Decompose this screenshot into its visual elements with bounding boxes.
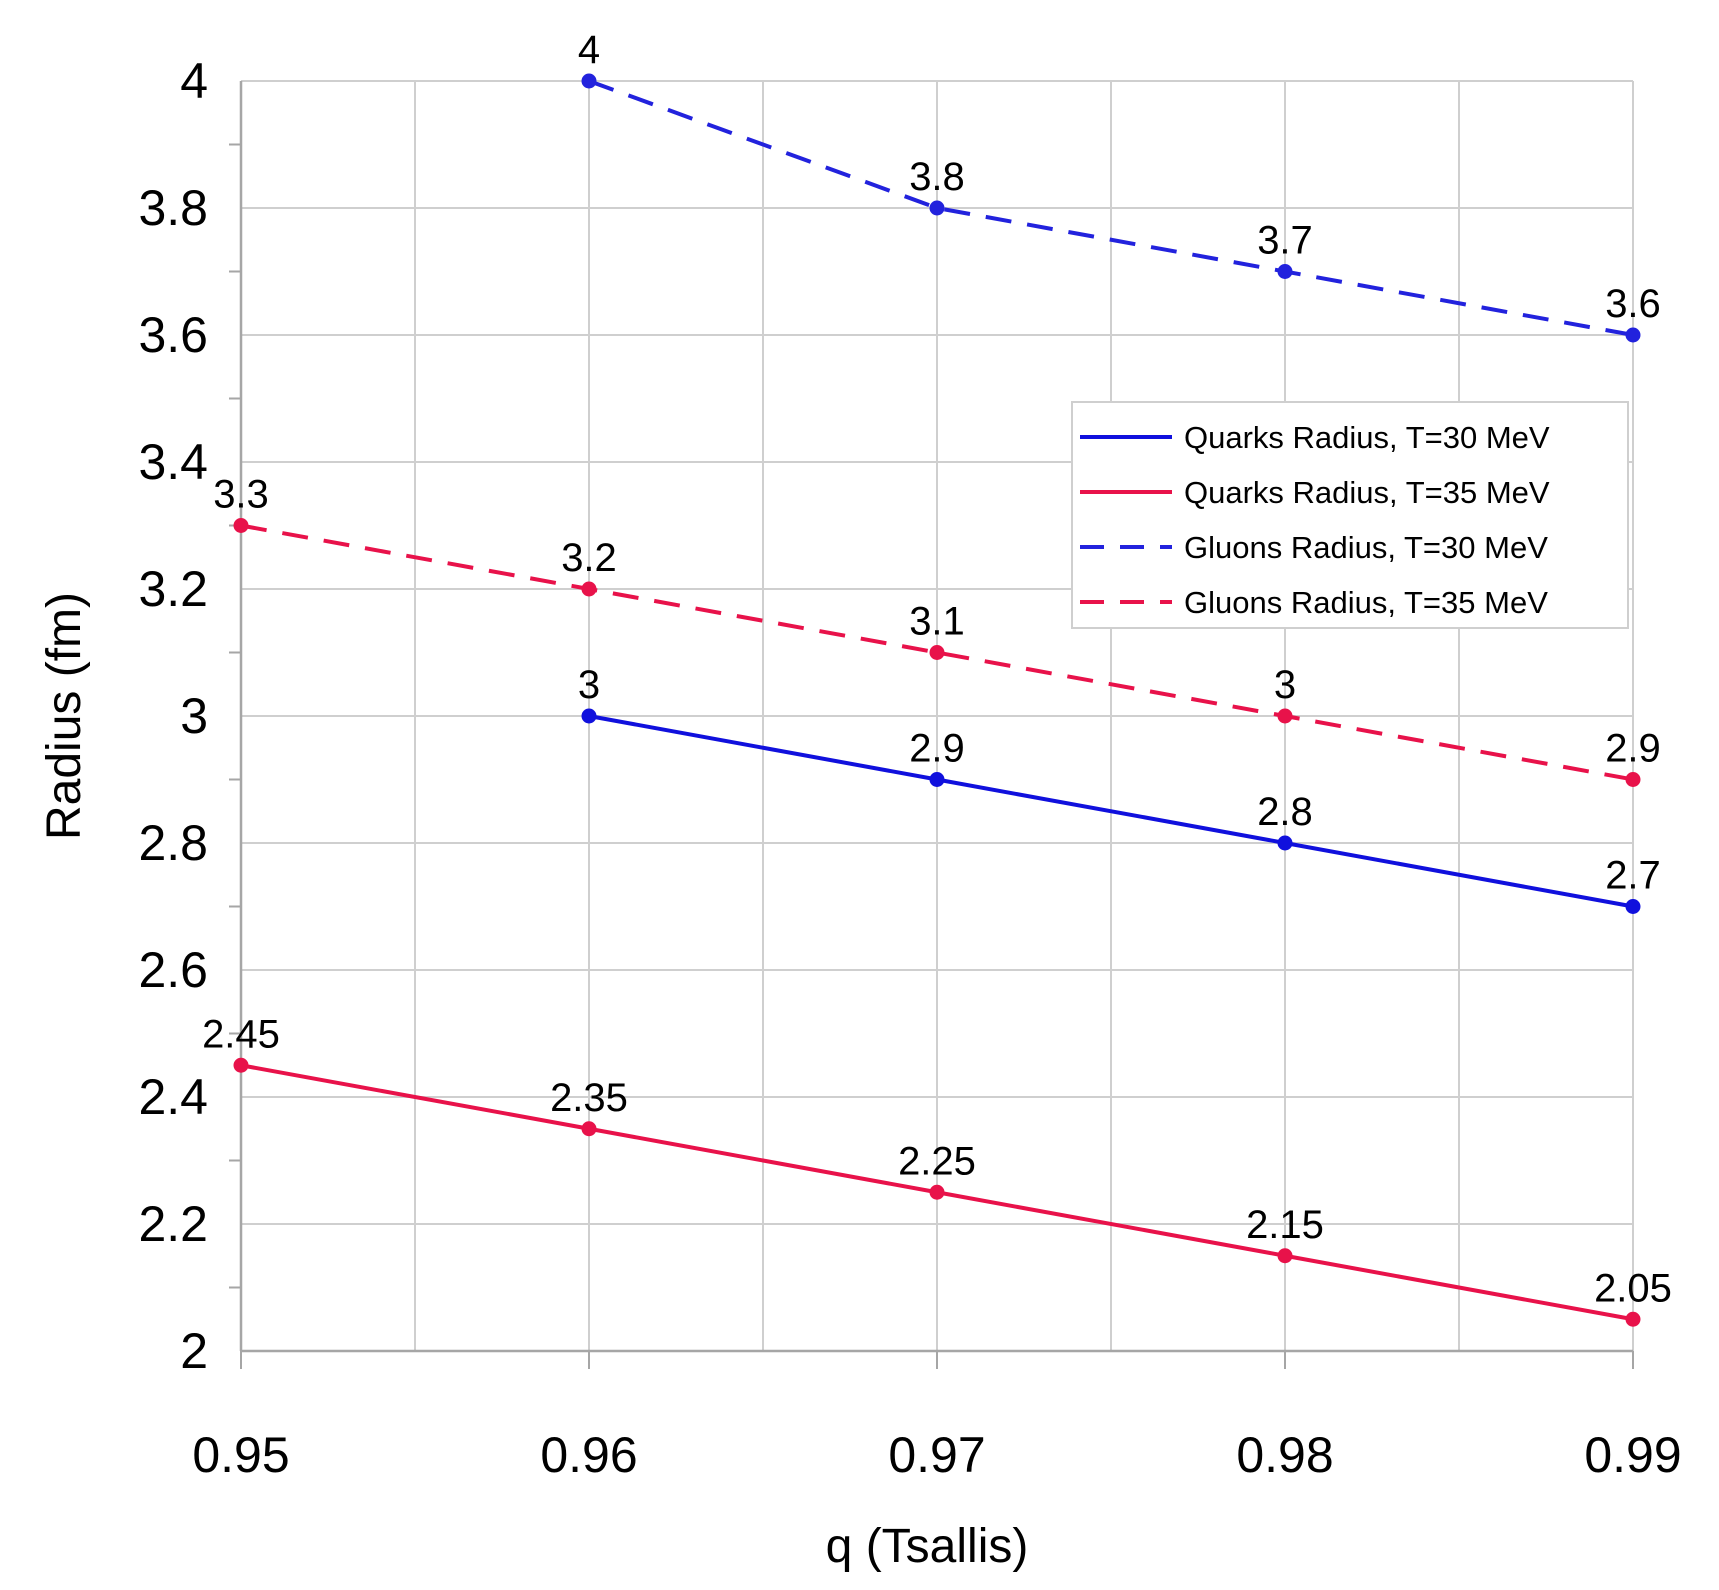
data-label: 3: [1274, 663, 1296, 707]
x-tick-label: 0.99: [1584, 1427, 1681, 1483]
y-tick-label: 3.4: [138, 434, 208, 490]
data-point: [1625, 899, 1641, 914]
data-label: 2.15: [1246, 1203, 1324, 1247]
data-point: [581, 1121, 597, 1137]
data-point: [1625, 327, 1641, 343]
data-label: 2.45: [202, 1012, 280, 1056]
axes: 2 2.2 2.4 2.6 2.8 3 3.2 3.4 3.6 3.8 4 0.95 0.96 0.97 0…: [38, 53, 1682, 1573]
data-label: 3.3: [213, 473, 269, 517]
data-label: 2.35: [550, 1076, 628, 1120]
data-label: 3.2: [561, 536, 617, 580]
y-tick-label: 2.4: [138, 1069, 208, 1125]
legend-box: [1071, 401, 1629, 629]
data-point: [929, 200, 945, 216]
data-point: [929, 1184, 945, 1200]
x-tick-label: 0.97: [888, 1427, 985, 1483]
y-tick-label: 3.2: [138, 561, 208, 617]
x-tick-label: 0.95: [192, 1427, 289, 1483]
y-tick-label: 3.6: [138, 307, 208, 363]
legend-entry: Quarks Radius, T=35 MeV: [1184, 475, 1550, 510]
data-point: [1625, 1311, 1641, 1327]
data-label: 3.6: [1605, 282, 1661, 326]
y-axis-title: Radius (fm): [38, 592, 91, 840]
data-label: 2.8: [1257, 790, 1313, 834]
data-point: [581, 708, 597, 724]
data-point: [581, 73, 597, 89]
data-point: [1277, 264, 1293, 279]
series-line-4: [240, 523, 1634, 782]
data-point: [233, 1057, 249, 1073]
data-point: [1277, 708, 1293, 724]
legend-entry: Gluons Radius, T=35 MeV: [1184, 585, 1548, 620]
y-tick-label: 2.8: [138, 815, 208, 871]
data-point: [929, 645, 945, 660]
data-label: 4: [578, 28, 600, 72]
y-tick-label: 4: [180, 53, 208, 109]
y-tick-label: 2.6: [138, 942, 208, 998]
series-group: 3 2.9 2.8 2.7 2.45 2.35 2.25 2.15 2.05 4 3.8 3.7 3.6…: [202, 28, 1672, 1327]
y-tick-label: 3.8: [138, 180, 208, 236]
legend: Quarks Radius, T=30 MeV Quarks Radius, T=…: [1071, 401, 1629, 629]
grid: [240, 80, 1634, 1352]
data-label: 3.8: [909, 155, 965, 199]
legend-entry: Gluons Radius, T=30 MeV: [1184, 530, 1548, 565]
x-tick-label: 0.98: [1236, 1427, 1333, 1483]
series-line-1: [588, 714, 1634, 909]
data-point: [1277, 1248, 1293, 1264]
data-label: 2.7: [1605, 854, 1661, 898]
y-tick-label: 2.2: [138, 1196, 208, 1252]
x-axis-title: q (Tsallis): [826, 1520, 1029, 1573]
data-label: 3: [578, 663, 600, 707]
data-label: 3.7: [1257, 219, 1313, 263]
data-point: [581, 581, 597, 597]
data-point: [1625, 772, 1641, 787]
data-label: 2.05: [1594, 1266, 1672, 1310]
data-label: 3.1: [909, 600, 965, 644]
data-label: 2.9: [1605, 727, 1661, 771]
y-tick-label: 3: [180, 688, 208, 744]
data-label: 2.25: [898, 1139, 976, 1183]
data-point: [929, 772, 945, 787]
data-label: 2.9: [909, 727, 965, 771]
data-point: [233, 518, 249, 533]
data-point: [1277, 835, 1293, 851]
series-line-3: [588, 79, 1634, 337]
x-tick-label: 0.96: [540, 1427, 637, 1483]
y-tick-label: 2: [180, 1323, 208, 1379]
legend-entry: Quarks Radius, T=30 MeV: [1184, 420, 1550, 455]
